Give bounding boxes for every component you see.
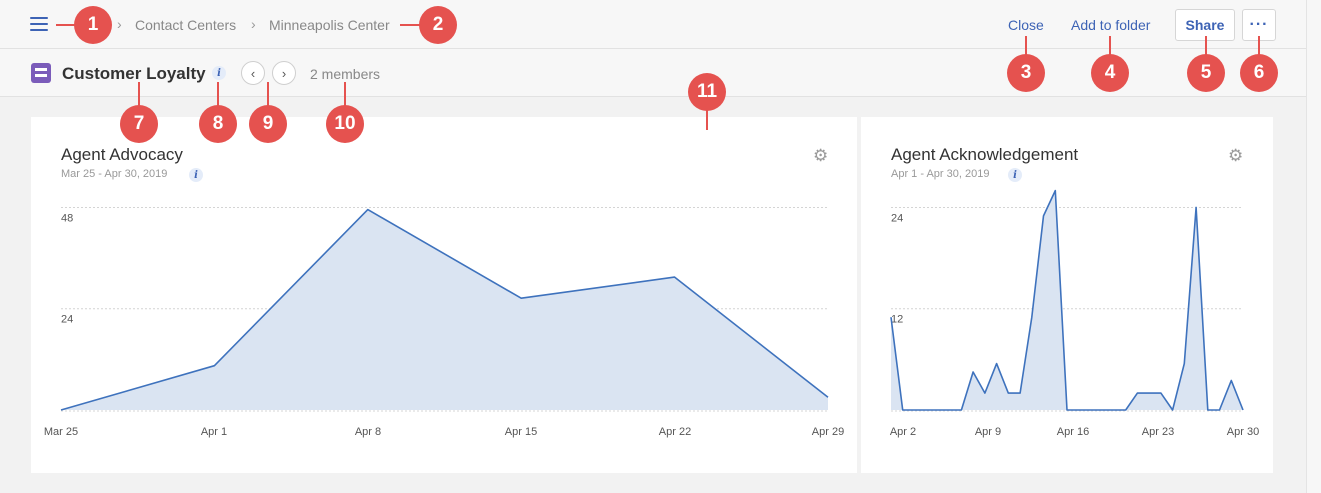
agent-advocacy-chart: 48 24 Mar 25 Apr 1 Apr 8 Apr 15 Apr 22 Apr 29 [44, 206, 844, 438]
series-area [891, 190, 1243, 410]
breadcrumb-minneapolis-center[interactable]: Minneapolis Center [269, 17, 390, 33]
x-tick-label: Apr 29 [812, 426, 844, 438]
chevron-left-icon[interactable]: ‹ [241, 61, 265, 85]
x-tick-label: Apr 30 [1227, 426, 1259, 438]
annotation-pointer [267, 82, 269, 106]
card-title: Agent Acknowledgement [891, 145, 1079, 164]
annotation-pointer [706, 106, 708, 130]
series-line [60, 208, 829, 411]
annotation-pointer [217, 82, 219, 106]
annotation-badge: 4 [1091, 54, 1129, 92]
series-area [61, 209, 828, 410]
y-tick-label: 24 [61, 314, 73, 326]
annotation-badge: 7 [120, 105, 158, 143]
x-tick-label: Apr 15 [505, 426, 537, 438]
info-icon[interactable]: i [189, 168, 203, 182]
add-to-folder-button[interactable]: Add to folder [1071, 17, 1151, 33]
x-tick-label: Apr 22 [659, 426, 691, 438]
scrollbar[interactable] [1306, 0, 1321, 493]
annotation-pointer [1205, 36, 1207, 56]
annotation-badge: 6 [1240, 54, 1278, 92]
annotation-badge: 5 [1187, 54, 1225, 92]
close-button[interactable]: Close [1008, 17, 1044, 33]
agent-acknowledgement-chart: 24 12 Apr 2 Apr 9 Apr 16 Apr 23 Apr 30 [890, 189, 1259, 438]
annotation-badge: 10 [326, 105, 364, 143]
x-tick-label: Apr 23 [1142, 426, 1174, 438]
y-tick-label: 24 [891, 212, 903, 224]
annotation-pointer [138, 82, 140, 106]
series-line [890, 189, 1244, 411]
members-count[interactable]: 2 members [310, 66, 381, 82]
gear-icon[interactable]: ⚙ [1228, 146, 1244, 165]
annotation-badge: 2 [419, 6, 457, 44]
page-title: Customer Loyalty [62, 64, 206, 83]
agent-advocacy-card: Agent Advocacy Mar 25 - Apr 30, 2019 i ⚙… [31, 117, 857, 473]
card-title: Agent Advocacy [61, 145, 183, 164]
annotation-pointer [1025, 36, 1027, 56]
annotation-badge: 11 [688, 73, 726, 111]
dashboard-icon [31, 63, 51, 83]
annotation-pointer [344, 82, 346, 106]
annotation-pointer [400, 24, 426, 26]
annotation-pointer [56, 24, 86, 26]
x-tick-label: Apr 2 [890, 426, 916, 438]
info-icon[interactable]: i [1008, 168, 1022, 182]
chevron-right-icon: › [251, 16, 256, 32]
share-button[interactable]: Share [1175, 9, 1235, 41]
annotation-badge: 8 [199, 105, 237, 143]
gear-icon[interactable]: ⚙ [813, 146, 829, 165]
annotation-badge: 1 [74, 6, 112, 44]
card-date-range: Mar 25 - Apr 30, 2019 [61, 168, 168, 180]
chevron-right-icon[interactable]: › [272, 61, 296, 85]
x-tick-label: Apr 16 [1057, 426, 1089, 438]
agent-acknowledgement-card: Agent Acknowledgement Apr 1 - Apr 30, 20… [861, 117, 1273, 473]
x-tick-label: Mar 25 [44, 426, 78, 438]
annotation-pointer [1109, 36, 1111, 56]
annotation-pointer [1258, 36, 1260, 56]
x-tick-label: Apr 9 [975, 426, 1001, 438]
x-tick-label: Apr 1 [201, 426, 227, 438]
annotation-badge: 9 [249, 105, 287, 143]
x-tick-label: Apr 8 [355, 426, 381, 438]
info-icon[interactable]: i [212, 66, 226, 80]
y-tick-label: 48 [61, 212, 73, 224]
chevron-right-icon: › [117, 16, 122, 32]
card-date-range: Apr 1 - Apr 30, 2019 [891, 168, 990, 180]
annotation-badge: 3 [1007, 54, 1045, 92]
y-tick-label: 12 [891, 314, 903, 326]
breadcrumb-contact-centers[interactable]: Contact Centers [135, 17, 237, 33]
top-bar: › Contact Centers › Minneapolis Center C… [0, 0, 1306, 49]
hamburger-menu-icon[interactable] [30, 17, 48, 31]
